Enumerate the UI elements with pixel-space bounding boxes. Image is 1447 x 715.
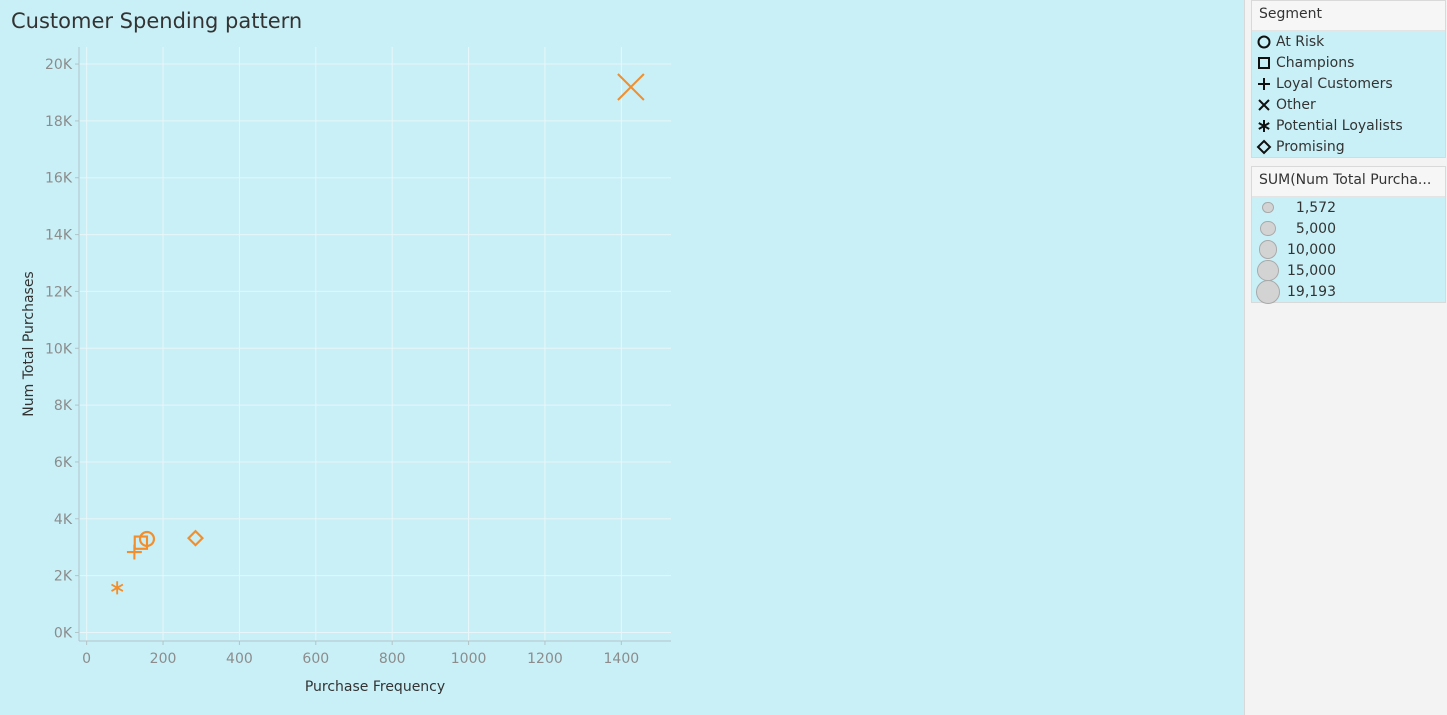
segment-legend-item[interactable]: Potential Loyalists xyxy=(1252,115,1445,136)
chart-title: Customer Spending pattern xyxy=(11,9,303,33)
x-tick-label: 1400 xyxy=(604,651,640,667)
point-loyal-customers[interactable] xyxy=(126,544,142,560)
scatter-plot[interactable]: 0K 2K 4K 6K 8K 10K 12K 14K 16K 18K 20K 0 200 400 600 80… xyxy=(0,0,1244,715)
x-tick-label: 200 xyxy=(150,651,177,667)
y-tick-label: 2K xyxy=(54,569,73,585)
diamond-icon xyxy=(1256,139,1272,154)
segment-legend-label: Loyal Customers xyxy=(1276,75,1393,92)
x-tick-label: 1200 xyxy=(527,651,563,667)
y-tick-label: 20K xyxy=(45,57,73,73)
y-tick-label: 8K xyxy=(54,398,73,414)
y-tick-label: 18K xyxy=(45,114,73,130)
size-legend-item[interactable]: 5,000 xyxy=(1252,218,1445,239)
y-tick-label: 0K xyxy=(54,625,73,641)
segment-legend-label: Champions xyxy=(1276,54,1355,71)
size-swatch-icon xyxy=(1256,279,1280,304)
segment-legend-label: Potential Loyalists xyxy=(1276,117,1403,134)
size-swatch-icon xyxy=(1258,240,1278,259)
circle-icon xyxy=(1257,35,1271,48)
size-legend-label: 5,000 xyxy=(1295,220,1336,237)
x-tick-label: 1000 xyxy=(451,651,487,667)
asterisk-icon xyxy=(1258,119,1270,132)
y-tick-label: 16K xyxy=(45,171,73,187)
point-promising[interactable] xyxy=(186,529,204,547)
size-swatch-icon xyxy=(1260,220,1276,237)
size-legend-item[interactable]: 19,193 xyxy=(1252,279,1445,304)
x-tick-label: 400 xyxy=(226,651,253,667)
x-tick-label: 800 xyxy=(379,651,406,667)
y-tick-label: 14K xyxy=(45,228,73,244)
y-axis-title: Num Total Purchases xyxy=(21,271,37,416)
segment-legend-item[interactable]: Champions xyxy=(1252,52,1445,73)
segment-legend-item[interactable]: Promising xyxy=(1252,136,1445,157)
size-legend-title: SUM(Num Total Purcha... xyxy=(1252,167,1445,197)
x-axis-title: Purchase Frequency xyxy=(305,679,445,695)
segment-legend-item[interactable]: Loyal Customers xyxy=(1252,73,1445,94)
size-legend-item[interactable]: 1,572 xyxy=(1252,197,1445,218)
square-icon xyxy=(1258,56,1270,69)
y-tick-label: 10K xyxy=(45,341,73,357)
size-legend-label: 10,000 xyxy=(1287,241,1336,258)
size-swatch-icon xyxy=(1257,259,1279,282)
segment-legend-label: Other xyxy=(1276,96,1316,113)
size-legend-label: 1,572 xyxy=(1295,199,1336,216)
x-tick-label: 0 xyxy=(82,651,91,667)
segment-legend: Segment At Risk Champions Loyal Customers O… xyxy=(1251,0,1446,158)
x-icon xyxy=(1258,98,1270,111)
plus-icon xyxy=(1258,77,1270,90)
size-legend-label: 19,193 xyxy=(1287,283,1336,300)
x-tick-label: 600 xyxy=(302,651,329,667)
segment-legend-title: Segment xyxy=(1252,1,1445,31)
segment-legend-item[interactable]: At Risk xyxy=(1252,31,1445,52)
size-legend-items: 1,572 5,000 10,000 15,000 19,193 xyxy=(1252,197,1445,304)
size-legend-item[interactable]: 15,000 xyxy=(1252,259,1445,282)
panel-divider xyxy=(1244,0,1245,715)
segment-legend-item[interactable]: Other xyxy=(1252,94,1445,115)
size-legend-label: 15,000 xyxy=(1287,262,1336,279)
point-other[interactable] xyxy=(617,73,645,101)
point-champions[interactable] xyxy=(133,535,149,550)
segment-legend-label: Promising xyxy=(1276,138,1345,155)
segment-legend-label: At Risk xyxy=(1276,33,1325,50)
y-tick-label: 6K xyxy=(54,455,73,471)
size-legend-item[interactable]: 10,000 xyxy=(1252,239,1445,260)
dashboard-canvas: Customer Spending pattern 0K 2K 4K 6K 8K 10K 1… xyxy=(0,0,1244,715)
segment-legend-items: At Risk Champions Loyal Customers Other Pote… xyxy=(1252,31,1445,157)
size-swatch-icon xyxy=(1262,201,1274,214)
point-potential-loyalists[interactable] xyxy=(111,581,124,595)
size-legend: SUM(Num Total Purcha... 1,572 5,000 10,000… xyxy=(1251,166,1446,304)
y-tick-label: 4K xyxy=(54,512,73,528)
y-tick-label: 12K xyxy=(45,284,73,300)
